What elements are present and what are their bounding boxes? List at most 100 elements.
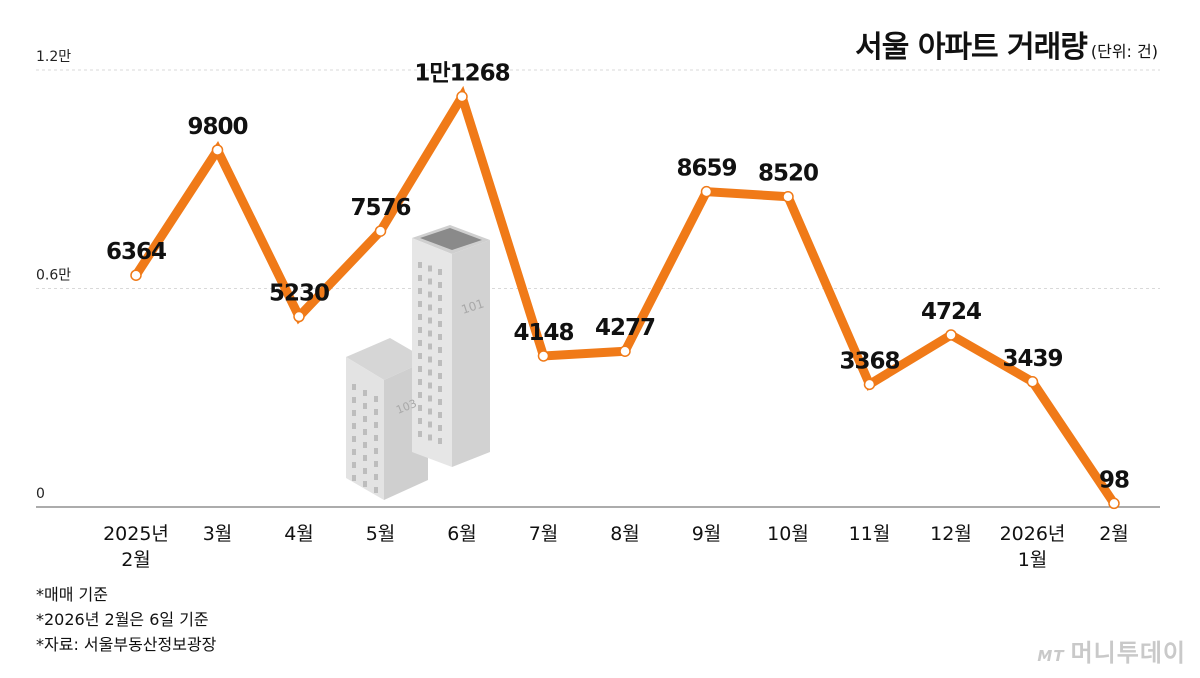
building-window	[418, 379, 422, 385]
building-window	[418, 275, 422, 281]
building-window	[418, 340, 422, 346]
data-point	[1026, 376, 1039, 388]
building-window	[374, 396, 378, 402]
chart-title: 서울 아파트 거래량 (단위: 건)	[855, 22, 1158, 66]
building-window	[438, 321, 442, 327]
data-point	[374, 225, 387, 237]
x-tick-label: 6월	[447, 523, 477, 545]
data-label: 4277	[595, 315, 655, 341]
building-window	[374, 474, 378, 480]
building-window	[352, 384, 356, 390]
x-tick-label: 7월	[529, 523, 559, 545]
data-point	[700, 185, 713, 198]
building-window	[418, 392, 422, 398]
data-label: 3439	[1002, 346, 1062, 372]
building-window	[363, 390, 367, 396]
building-window	[438, 308, 442, 314]
data-points	[130, 90, 1120, 510]
building-window	[418, 314, 422, 320]
logo-text: 머니투데이	[1070, 639, 1186, 667]
unit-note: (단위: 건)	[1090, 42, 1158, 61]
building-window	[438, 360, 442, 366]
data-label: 4724	[921, 299, 981, 325]
publisher-logo: MT 머니투데이	[1037, 633, 1186, 668]
x-tick-label: 2025년	[103, 523, 169, 545]
data-point	[211, 144, 224, 156]
building-window	[363, 429, 367, 435]
building-window	[352, 436, 356, 442]
building-window	[418, 301, 422, 307]
building-window	[438, 347, 442, 353]
building-window	[352, 449, 356, 455]
data-point	[1108, 497, 1120, 510]
building-window	[363, 481, 367, 487]
building-window	[428, 317, 432, 324]
building-window	[428, 434, 432, 441]
building-window	[428, 408, 432, 415]
data-point	[619, 345, 631, 357]
building-window	[428, 369, 432, 376]
data-label: 5230	[269, 281, 329, 307]
building-window	[438, 334, 442, 340]
y-axis-ticks: 0 0.6만 1.2만	[36, 49, 71, 502]
building-window	[363, 416, 367, 422]
data-point	[863, 378, 876, 391]
building-window	[428, 304, 432, 311]
data-point	[945, 329, 957, 341]
building-window	[438, 386, 442, 392]
building-window	[374, 422, 378, 428]
building-window	[428, 356, 432, 363]
data-labels: 6364 9800 5230 7576 1만1268 4148 4277 8659 8520 33…	[106, 61, 1130, 494]
building-window	[418, 418, 422, 424]
data-label: 9800	[187, 114, 247, 140]
x-tick-label: 2월	[121, 549, 151, 571]
building-window	[418, 431, 422, 437]
building-window	[438, 438, 442, 444]
building-window	[438, 295, 442, 301]
data-label: 6364	[106, 239, 166, 265]
data-label: 1만1268	[414, 61, 509, 87]
building-window	[363, 468, 367, 474]
grid-lines	[36, 69, 1160, 508]
building-window	[374, 435, 378, 441]
x-tick-label: 8월	[610, 523, 640, 545]
x-tick-label: 2026년	[1000, 523, 1066, 545]
building-window	[418, 327, 422, 333]
x-tick-label: 1월	[1018, 549, 1048, 571]
building-window	[438, 425, 442, 431]
x-tick-label: 10월	[767, 523, 809, 545]
x-tick-label: 4월	[284, 523, 314, 545]
x-tick-label: 9월	[692, 523, 722, 545]
data-label: 8520	[758, 161, 818, 187]
building-window	[428, 278, 432, 285]
chart-title-text: 서울 아파트 거래량	[855, 30, 1088, 65]
building-window	[352, 410, 356, 416]
building-window	[438, 269, 442, 275]
building-window	[352, 423, 356, 429]
footnote-trade-basis: *매매 기준	[36, 585, 108, 604]
data-point	[130, 269, 142, 281]
y-tick-label: 0.6만	[36, 268, 71, 284]
data-point	[537, 350, 550, 362]
building-window	[418, 366, 422, 372]
building-window	[418, 262, 422, 268]
footnote-date-basis: *2026년 2월은 6일 기준	[36, 610, 209, 629]
building-window	[418, 405, 422, 411]
x-tick-label: 2월	[1099, 523, 1129, 545]
building-window	[352, 397, 356, 403]
building-tall-label: 101	[460, 296, 486, 316]
data-label: 7576	[350, 195, 410, 221]
data-point	[782, 190, 794, 203]
building-window	[374, 448, 378, 454]
x-tick-label: 5월	[366, 523, 396, 545]
x-tick-label: 11월	[849, 523, 891, 545]
building-window	[428, 291, 432, 298]
building-window	[374, 409, 378, 415]
building-window	[428, 395, 432, 402]
building-window	[428, 343, 432, 350]
building-window	[352, 462, 356, 468]
footnotes: *매매 기준 *2026년 2월은 6일 기준 *자료: 서울부동산정보광장	[36, 582, 216, 657]
data-point	[456, 90, 468, 103]
building-window	[352, 475, 356, 481]
